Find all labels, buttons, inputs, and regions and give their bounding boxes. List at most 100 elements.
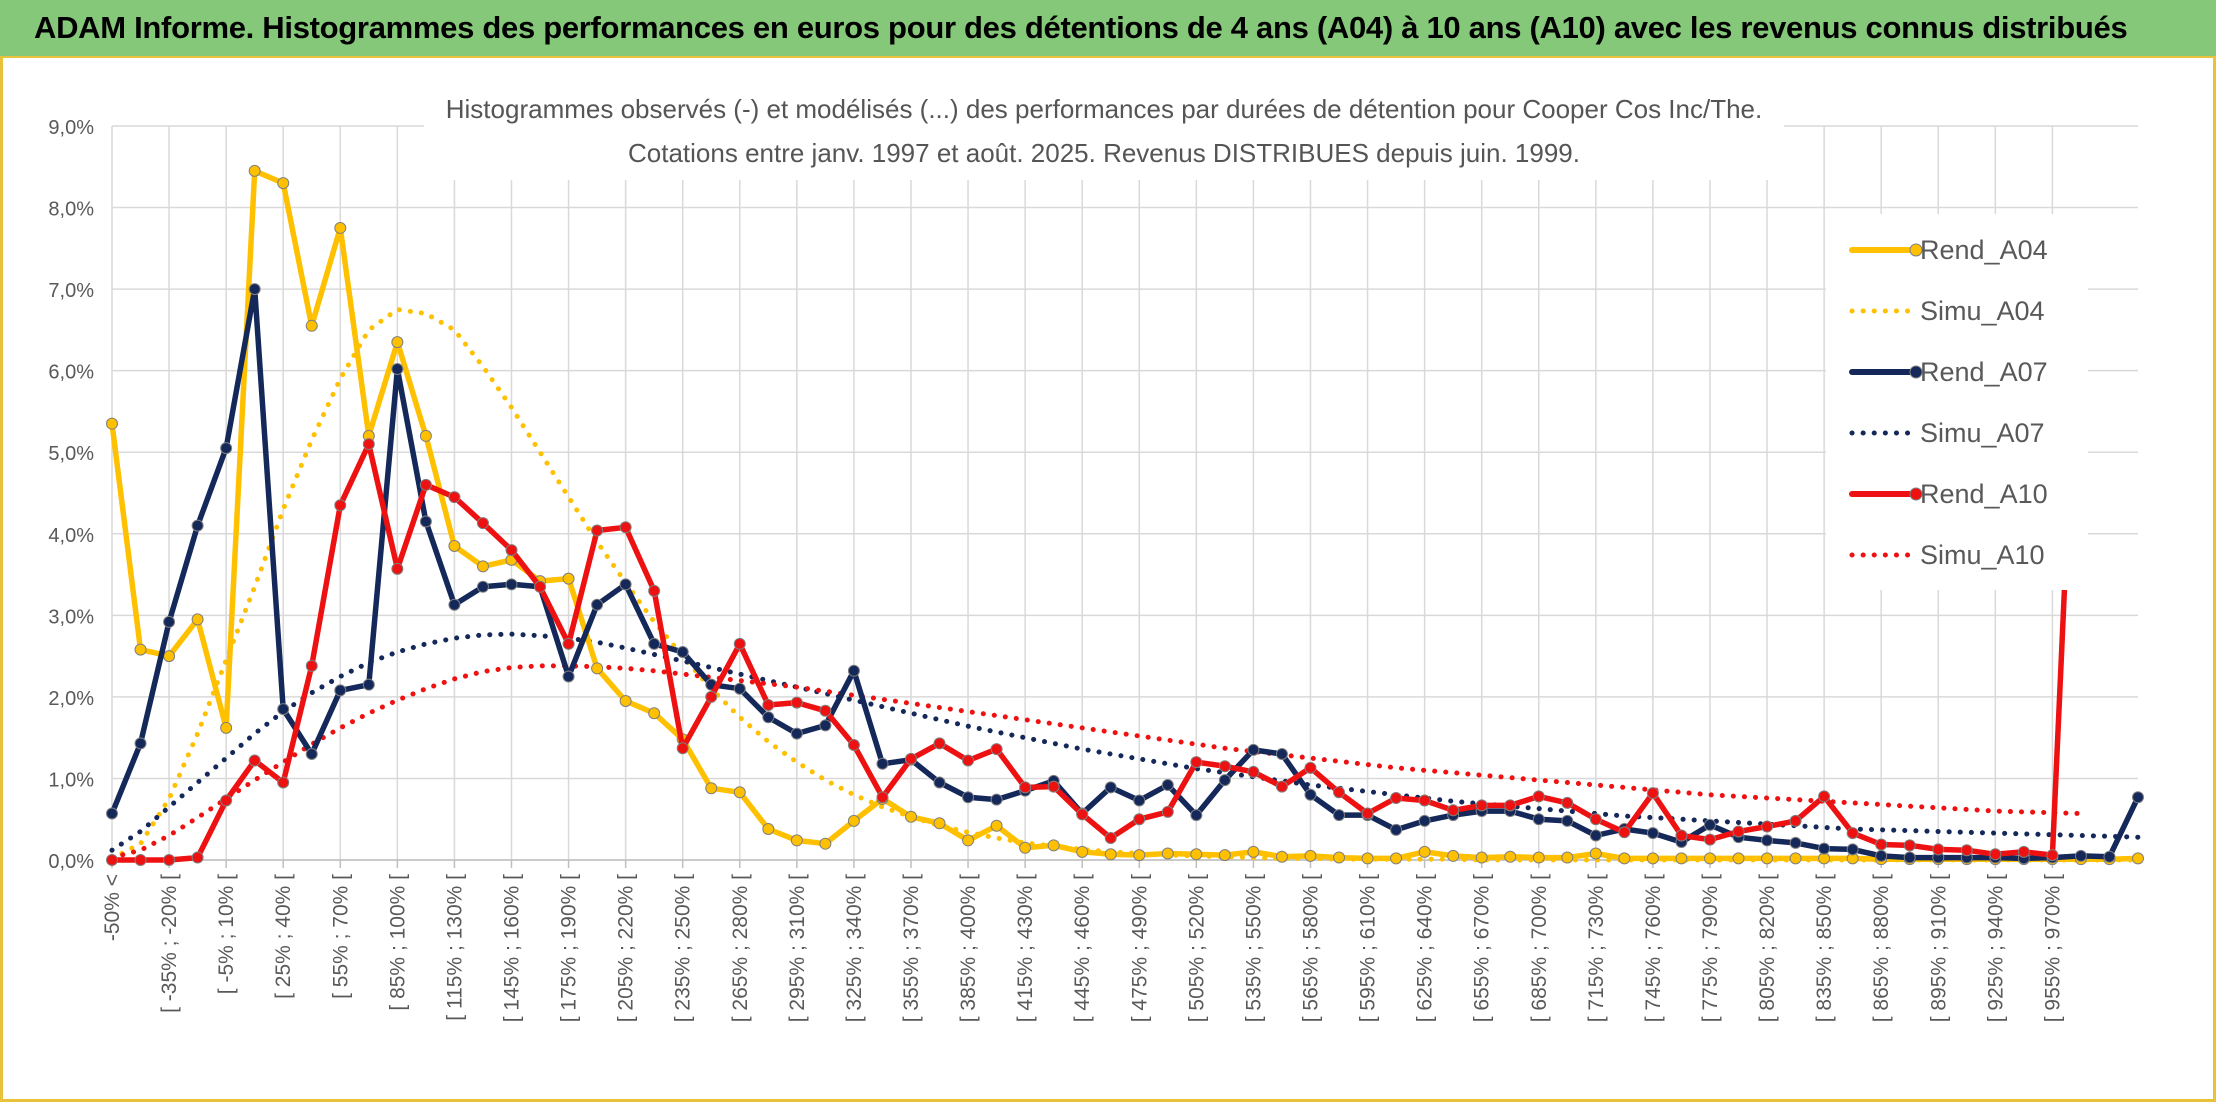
legend-label-simu-a07: Simu_A07 [1920, 418, 2045, 448]
data-point-rend-a10 [819, 704, 832, 717]
data-point-rend-a04 [847, 814, 860, 827]
x-tick-label: [ 565% ; 580% [ [1299, 874, 1322, 1022]
data-point-rend-a04 [1190, 848, 1203, 861]
data-point-rend-a10 [1532, 790, 1545, 803]
legend-label-rend-a04: Rend_A04 [1920, 235, 2048, 265]
data-point-rend-a07 [2132, 791, 2144, 804]
x-tick-label: [ 25% ; 40% [ [272, 874, 295, 999]
data-point-rend-a04 [248, 164, 261, 177]
x-tick-label: [ 55% ; 70% [ [329, 874, 352, 999]
data-point-rend-a07 [1589, 829, 1602, 842]
data-point-rend-a07 [476, 580, 489, 593]
data-point-rend-a07 [1846, 843, 1859, 856]
legend-label-rend-a07: Rend_A07 [1920, 357, 2048, 387]
legend-background [1826, 214, 2088, 590]
x-tick-label: [ 715% ; 730% [ [1585, 874, 1608, 1022]
data-point-rend-a07 [277, 703, 290, 716]
data-point-rend-a07 [990, 793, 1003, 806]
gridlines [111, 125, 2138, 861]
x-tick-label: [ 85% ; 100% [ [386, 874, 409, 1011]
data-point-rend-a04 [191, 613, 204, 626]
x-tick-label: [ 925% ; 940% [ [1984, 874, 2007, 1022]
data-point-rend-a10 [1903, 839, 1916, 852]
data-point-rend-a04 [1532, 851, 1545, 864]
x-axis: -50% < [ -35% ; -20% [[ -5% ; 10% [[ 25% … [101, 859, 2138, 1022]
data-point-rend-a07 [876, 757, 889, 770]
data-point-rend-a04 [733, 786, 746, 799]
data-point-rend-a07 [790, 727, 803, 740]
data-point-rend-a04 [106, 417, 118, 430]
data-point-rend-a07 [505, 578, 518, 591]
data-point-rend-a07 [1190, 809, 1203, 822]
data-point-rend-a10 [562, 637, 575, 650]
data-point-rend-a10 [1247, 765, 1260, 778]
x-tick-label: [ 115% ; 130% [ [443, 874, 466, 1021]
data-point-rend-a07 [2103, 850, 2116, 863]
data-point-rend-a07 [648, 637, 661, 650]
data-point-rend-a04 [1418, 845, 1431, 858]
data-point-rend-a10 [733, 637, 746, 650]
data-point-rend-a04 [1390, 852, 1403, 865]
data-point-rend-a07 [1133, 794, 1146, 807]
data-point-rend-a04 [163, 650, 176, 663]
y-tick-label: 9,0% [48, 117, 94, 139]
data-point-rend-a07 [134, 737, 147, 750]
data-point-rend-a10 [505, 544, 518, 557]
data-point-rend-a07 [1646, 827, 1659, 840]
x-tick-label: [ 595% ; 610% [ [1357, 874, 1380, 1022]
data-point-rend-a10 [191, 851, 204, 864]
data-point-rend-a10 [1333, 786, 1346, 799]
data-point-rend-a10 [1047, 780, 1060, 793]
data-point-rend-a10 [1104, 831, 1117, 844]
report-banner: ADAM Informe. Histogrammes des performan… [0, 0, 2216, 58]
x-tick-label: -50% < [101, 874, 124, 941]
data-point-rend-a10 [106, 854, 118, 866]
data-point-rend-a07 [1761, 834, 1774, 847]
y-tick-label: 2,0% [48, 688, 94, 710]
y-tick-label: 3,0% [48, 606, 94, 628]
chart-subtitle: Cotations entre janv. 1997 et août. 2025… [628, 138, 1580, 168]
data-point-rend-a07 [1532, 813, 1545, 826]
x-tick-label: [ 475% ; 490% [ [1128, 874, 1151, 1022]
data-point-rend-a04 [648, 707, 661, 720]
data-point-rend-a07 [334, 684, 347, 697]
data-point-rend-a07 [762, 711, 775, 724]
data-point-rend-a04 [1504, 850, 1517, 863]
data-point-rend-a04 [705, 782, 718, 795]
data-point-rend-a04 [1475, 851, 1488, 864]
data-point-rend-a07 [1218, 774, 1231, 787]
data-point-rend-a04 [819, 837, 832, 850]
data-point-rend-a07 [106, 807, 118, 820]
legend-marker-rend-a10 [1909, 487, 1923, 501]
data-point-rend-a04 [990, 819, 1003, 832]
data-point-rend-a10 [1275, 780, 1288, 793]
data-point-rend-a10 [1675, 829, 1688, 842]
x-tick-label: [ 775% ; 790% [ [1699, 874, 1722, 1022]
data-point-rend-a04 [1304, 849, 1317, 862]
data-point-rend-a10 [1447, 804, 1460, 817]
data-point-rend-a10 [448, 491, 461, 504]
data-point-rend-a04 [562, 572, 575, 585]
data-point-rend-a07 [1304, 788, 1317, 801]
data-point-rend-a10 [305, 659, 318, 672]
data-point-rend-a10 [1475, 799, 1488, 812]
data-point-rend-a10 [1589, 813, 1602, 826]
data-point-rend-a07 [619, 578, 632, 591]
data-point-rend-a10 [1818, 790, 1831, 803]
data-point-rend-a10 [762, 699, 775, 712]
data-point-rend-a10 [277, 776, 290, 789]
x-tick-label: [ 895% ; 910% [ [1927, 874, 1950, 1022]
data-point-rend-a07 [962, 791, 975, 804]
data-point-rend-a10 [1561, 796, 1574, 809]
data-point-rend-a10 [1361, 807, 1374, 820]
data-point-rend-a10 [1703, 833, 1716, 846]
data-point-rend-a10 [1161, 805, 1174, 818]
series-line-simu-a04 [109, 307, 2141, 863]
data-point-rend-a10 [334, 499, 347, 512]
data-point-rend-a10 [676, 742, 689, 755]
data-point-rend-a07 [591, 598, 604, 611]
data-point-rend-a07 [1561, 814, 1574, 827]
data-point-rend-a04 [1589, 847, 1602, 860]
data-point-rend-a10 [1846, 827, 1859, 840]
